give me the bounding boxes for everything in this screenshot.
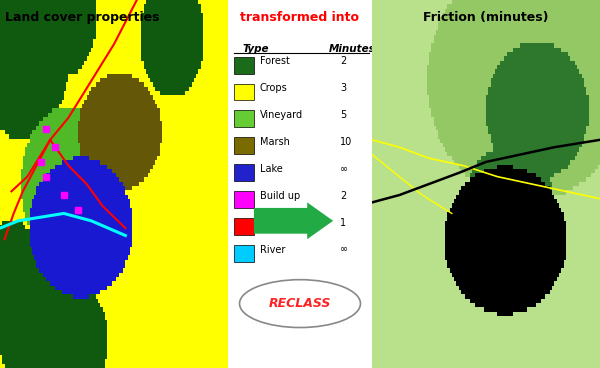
Text: ∞: ∞ bbox=[340, 244, 349, 255]
Text: Friction (minutes): Friction (minutes) bbox=[423, 11, 549, 24]
Text: Crops: Crops bbox=[260, 83, 287, 93]
FancyBboxPatch shape bbox=[234, 164, 254, 181]
Text: Type: Type bbox=[242, 44, 269, 54]
Text: Build up: Build up bbox=[260, 191, 300, 201]
Text: 5: 5 bbox=[340, 110, 347, 120]
Text: Vineyard: Vineyard bbox=[260, 110, 303, 120]
Text: Forest: Forest bbox=[260, 56, 290, 67]
Text: 2: 2 bbox=[340, 191, 347, 201]
FancyBboxPatch shape bbox=[234, 57, 254, 74]
FancyBboxPatch shape bbox=[234, 110, 254, 127]
FancyBboxPatch shape bbox=[234, 84, 254, 100]
Text: RECLASS: RECLASS bbox=[269, 297, 331, 310]
Text: 1: 1 bbox=[340, 217, 346, 228]
FancyBboxPatch shape bbox=[234, 218, 254, 235]
Text: transformed into: transformed into bbox=[241, 11, 359, 24]
FancyArrow shape bbox=[254, 202, 333, 239]
Text: ∞: ∞ bbox=[340, 164, 349, 174]
FancyBboxPatch shape bbox=[234, 137, 254, 154]
Text: Lake: Lake bbox=[260, 164, 283, 174]
Text: River: River bbox=[260, 244, 285, 255]
Text: Marsh: Marsh bbox=[260, 137, 290, 147]
Text: Land cover properties: Land cover properties bbox=[5, 11, 159, 24]
Text: 3: 3 bbox=[340, 83, 346, 93]
Text: Road: Road bbox=[260, 217, 284, 228]
FancyBboxPatch shape bbox=[234, 191, 254, 208]
FancyBboxPatch shape bbox=[234, 245, 254, 262]
Ellipse shape bbox=[239, 280, 361, 328]
Text: Minutes: Minutes bbox=[329, 44, 376, 54]
Text: 10: 10 bbox=[340, 137, 353, 147]
Text: 2: 2 bbox=[340, 56, 347, 67]
